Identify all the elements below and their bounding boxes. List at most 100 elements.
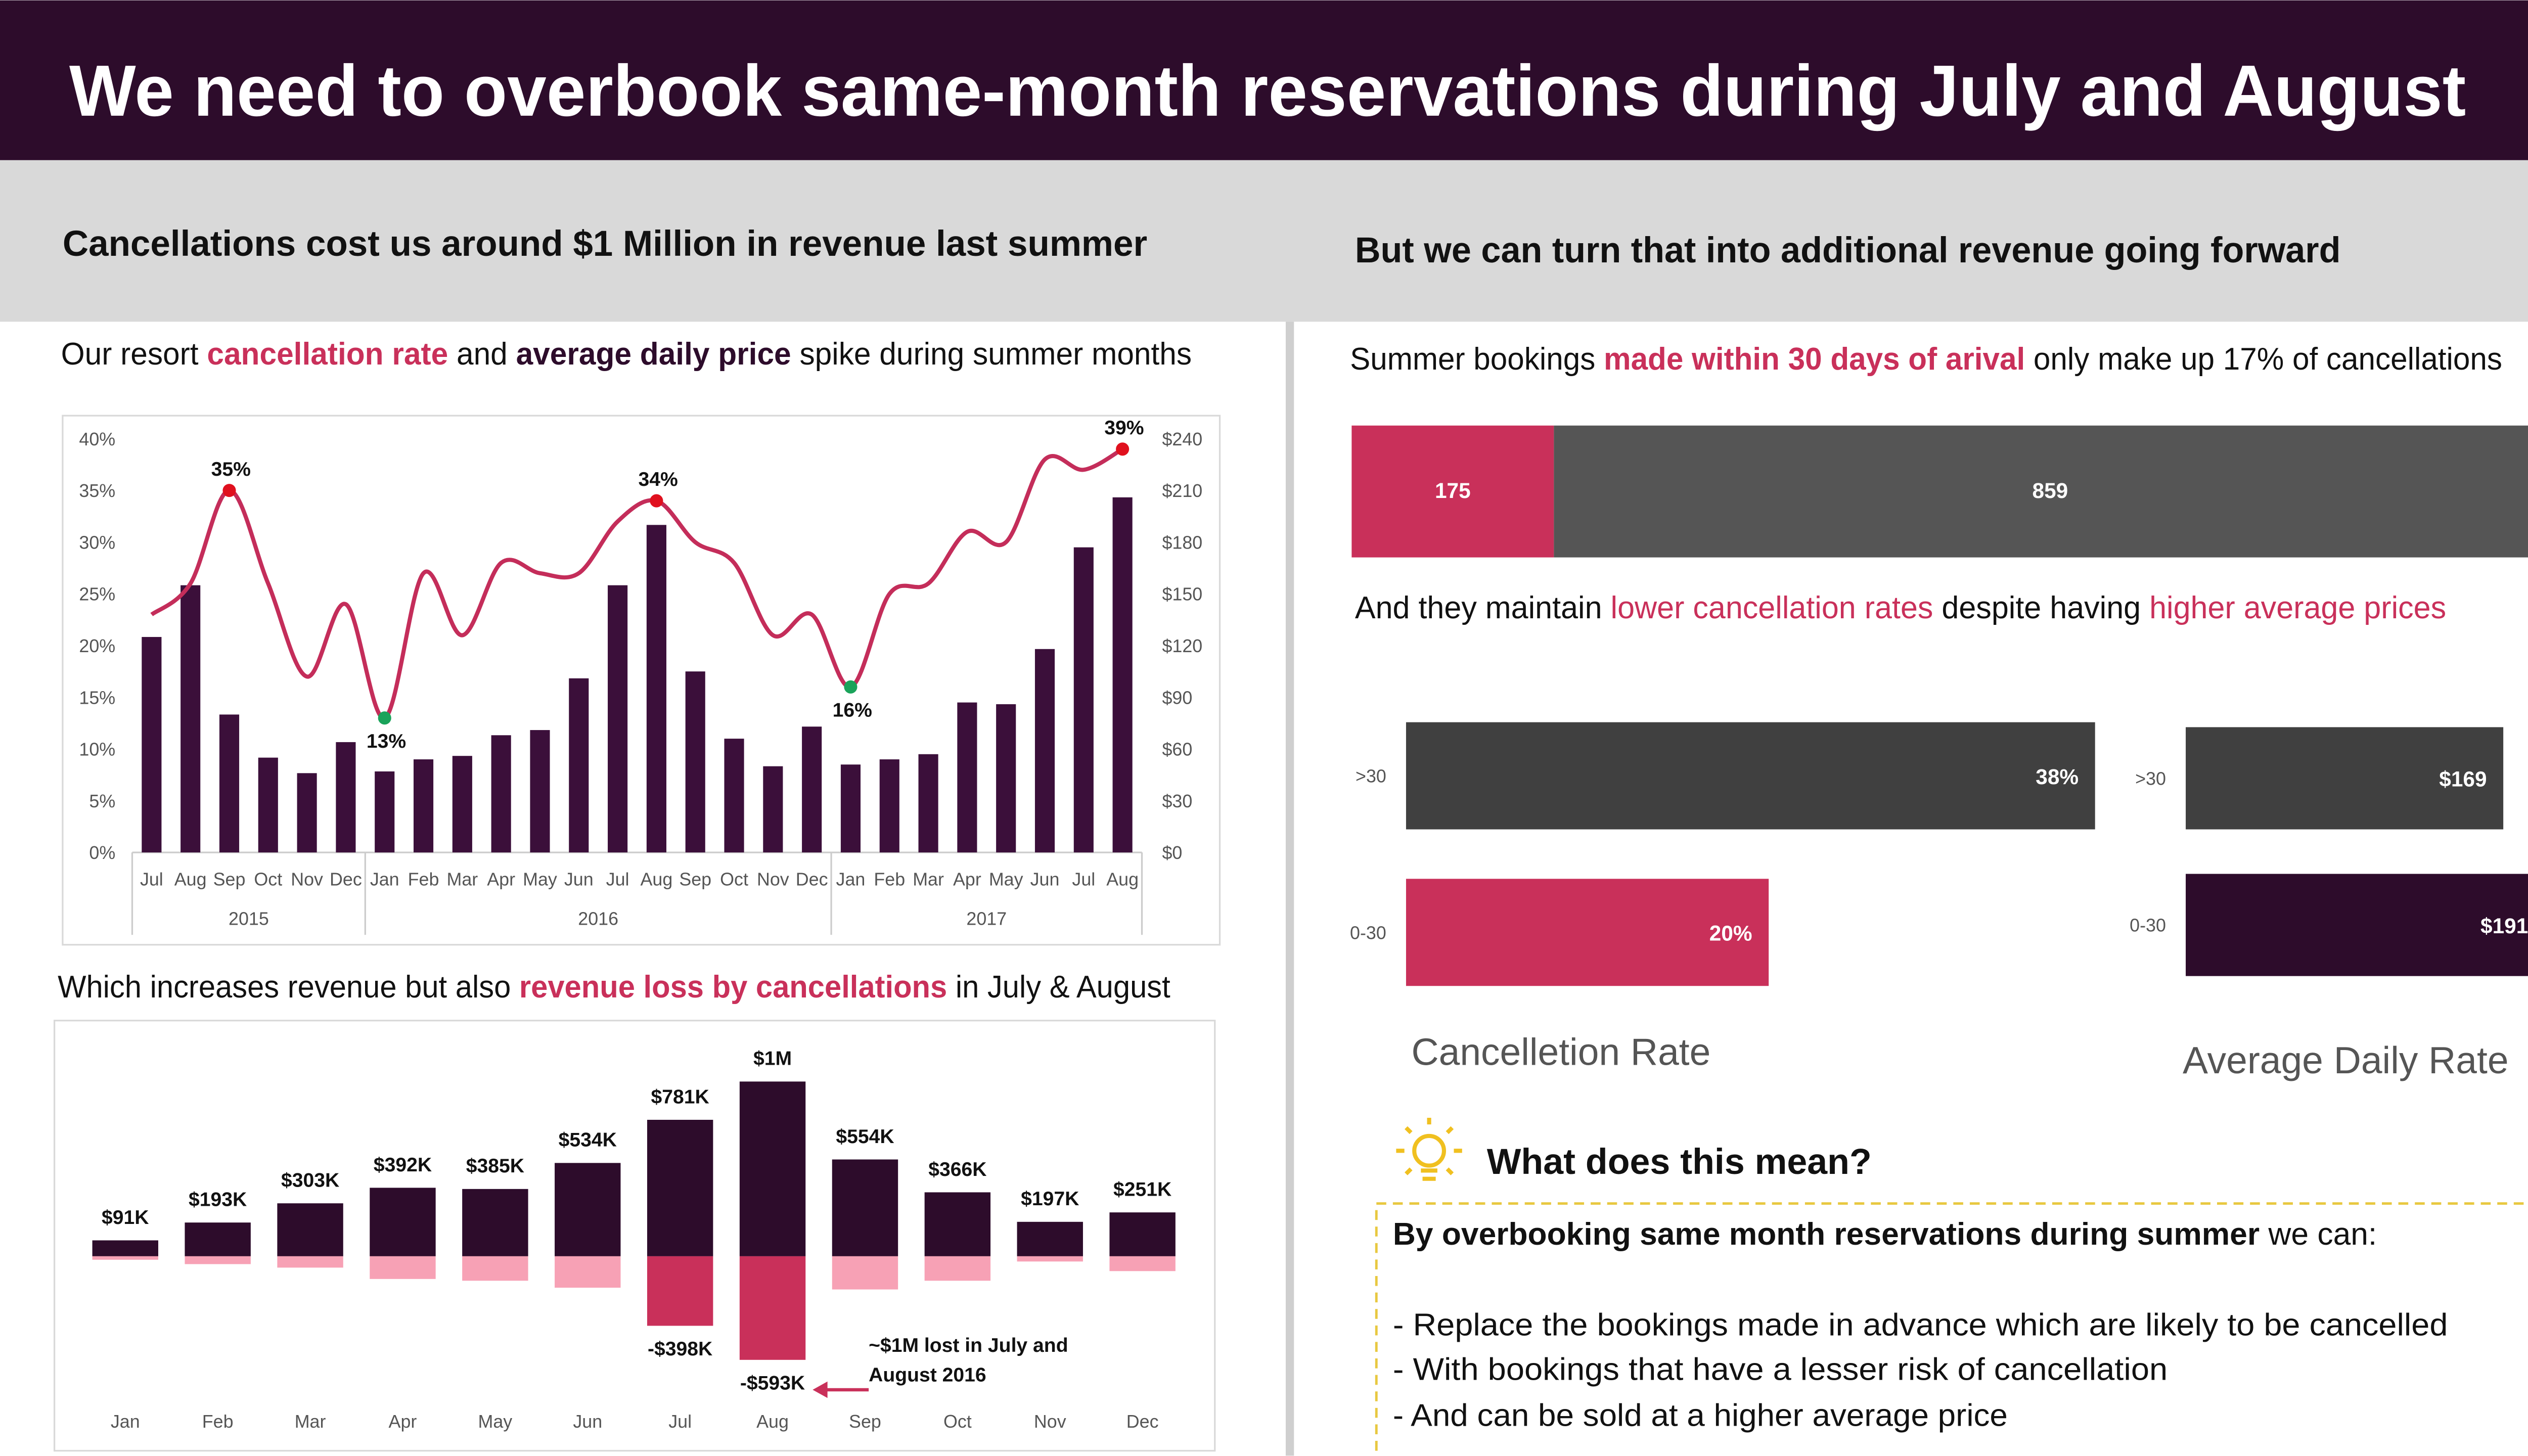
text: in July & August <box>947 970 1170 1005</box>
bulb-rays <box>1396 1118 1462 1175</box>
x-tick-label: Mar <box>295 1412 326 1432</box>
x-tick-label: Feb <box>202 1412 234 1432</box>
chart-frame <box>62 415 1221 946</box>
marker <box>378 711 391 725</box>
highlight: made within 30 days of arival <box>1604 342 2025 377</box>
x-tick-label: Sep <box>849 1412 881 1432</box>
data-label: -$398K <box>648 1338 712 1360</box>
text: and <box>448 337 516 372</box>
left-intro: Our resort cancellation rate and average… <box>61 337 1192 372</box>
bulb-icon <box>1396 1118 1462 1181</box>
bar <box>1109 1212 1176 1256</box>
data-label: $191 <box>2480 914 2528 938</box>
text: we can: <box>2260 1217 2377 1252</box>
bar <box>569 678 589 853</box>
insight-point: - Replace the bookings made in advance w… <box>1393 1307 2448 1342</box>
x-tick-label: Apr <box>953 869 981 889</box>
y-tick-label: 0-30 <box>2130 916 2166 936</box>
bar <box>142 636 162 853</box>
data-label: 859 <box>2033 479 2068 503</box>
insight-point: - With bookings that have a lesser risk … <box>1393 1352 2168 1387</box>
y2-tick-label: $150 <box>1162 584 1202 605</box>
bar <box>1351 425 1554 558</box>
bar <box>802 726 822 853</box>
marker <box>650 494 663 508</box>
data-label: $392K <box>374 1154 432 1176</box>
x-tick-label: Feb <box>408 869 439 889</box>
divider <box>1285 322 1294 1456</box>
x-tick-label: Nov <box>1034 1412 1066 1432</box>
x-group-label: 2017 <box>966 909 1007 929</box>
x-tick-label: Dec <box>1126 1412 1159 1432</box>
data-label: -$593K <box>740 1373 805 1394</box>
highlight: cancellation rate <box>207 337 448 372</box>
marker <box>222 484 236 497</box>
data-label: $1M <box>753 1048 792 1070</box>
line <box>150 447 1124 720</box>
bar <box>297 773 317 853</box>
bar <box>258 757 278 853</box>
bar <box>277 1203 343 1256</box>
x-tick-label: Oct <box>720 869 748 889</box>
data-label: 20% <box>1709 922 1752 945</box>
left-heading: Cancellations cost us around $1 Million … <box>63 223 1147 264</box>
x-tick-label: Dec <box>330 869 362 889</box>
bar <box>370 1188 436 1256</box>
bar <box>924 1256 991 1281</box>
y2-tick-label: $60 <box>1162 740 1192 760</box>
annotation-arrowhead <box>812 1381 828 1398</box>
x-tick-label: Aug <box>641 869 673 889</box>
bar <box>832 1159 898 1256</box>
section-band <box>0 160 2528 322</box>
data-label: $197K <box>1021 1188 1079 1210</box>
bar <box>2186 727 2504 830</box>
y-tick-label: >30 <box>1356 766 1386 787</box>
x-tick-label: Jul <box>1072 869 1095 889</box>
bar <box>724 739 744 853</box>
text: Summer bookings <box>1350 342 1604 377</box>
marker <box>1116 442 1130 456</box>
bar <box>957 702 977 853</box>
highlight: higher average prices <box>2149 590 2446 625</box>
y-tick-label: 20% <box>79 636 115 656</box>
bar <box>92 1256 158 1260</box>
bar <box>1112 497 1133 853</box>
x-tick-label: Aug <box>1106 869 1139 889</box>
x-tick-label: Nov <box>757 869 789 889</box>
y2-tick-label: $90 <box>1162 688 1192 708</box>
right-intro: And they maintain lower cancellation rat… <box>1355 590 2446 625</box>
bar <box>879 759 899 853</box>
bar <box>336 742 356 853</box>
x-tick-label: Feb <box>874 869 905 889</box>
bar <box>840 764 861 853</box>
x-tick-label: Jun <box>1030 869 1060 889</box>
data-label: $554K <box>836 1126 894 1148</box>
left-intro: Which increases revenue but also revenue… <box>58 970 1170 1005</box>
bar <box>185 1256 251 1264</box>
data-label: $303K <box>281 1170 339 1192</box>
chart-title: Average Daily Rate <box>2183 1039 2509 1081</box>
bar <box>219 714 240 853</box>
text: Our resort <box>61 337 207 372</box>
x-group-label: 2016 <box>578 909 618 929</box>
x-tick-label: May <box>478 1412 512 1432</box>
bar <box>1034 649 1055 853</box>
y2-tick-label: $180 <box>1162 532 1202 553</box>
x-tick-label: Jul <box>140 869 163 889</box>
x-tick-label: Oct <box>943 1412 972 1432</box>
bar <box>92 1240 158 1256</box>
bulb <box>1412 1133 1447 1168</box>
x-tick-label: Sep <box>213 869 246 889</box>
insight-title: What does this mean? <box>1487 1142 1872 1182</box>
y-tick-label: 10% <box>79 740 115 760</box>
y2-tick-label: $120 <box>1162 636 1202 656</box>
bar <box>763 766 783 853</box>
x-tick-label: Jun <box>573 1412 602 1432</box>
x-tick-label: May <box>523 869 557 889</box>
insight-lead: By overbooking same month reservations d… <box>1393 1217 2377 1252</box>
data-label: $251K <box>1113 1179 1171 1201</box>
data-label: $169 <box>2439 767 2487 791</box>
bar <box>685 671 705 853</box>
highlight: revenue loss by cancellations <box>519 970 947 1005</box>
bar <box>832 1256 898 1290</box>
